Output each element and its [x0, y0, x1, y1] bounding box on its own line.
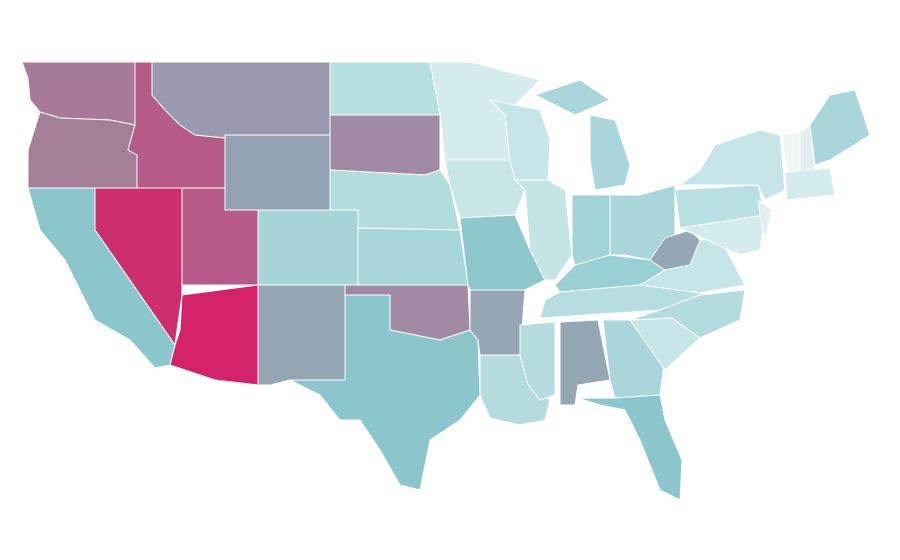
state-region: [469, 289, 526, 356]
state-region: [27, 111, 138, 189]
state-region: [649, 229, 701, 271]
state-region: [679, 214, 766, 256]
state-region: [559, 319, 611, 406]
state-region: [329, 114, 441, 176]
state-region: [514, 179, 573, 281]
state-region: [357, 227, 469, 286]
state-region: [169, 284, 259, 386]
state-region: [224, 134, 331, 211]
state-region: [257, 209, 359, 286]
state-region: [809, 89, 871, 166]
state-region: [459, 214, 546, 291]
state-region: [257, 284, 346, 386]
state-region: [784, 167, 836, 201]
state-region: [589, 114, 631, 191]
state-region: [329, 61, 441, 116]
state-region: [534, 79, 611, 116]
state-region: [577, 394, 683, 501]
state-region: [781, 131, 801, 173]
state-region: [519, 321, 556, 401]
state-region: [757, 199, 773, 241]
state-region: [629, 289, 746, 339]
state-region: [679, 129, 786, 201]
state-region: [571, 194, 611, 266]
state-region: [289, 294, 481, 491]
state-region: [27, 187, 176, 369]
